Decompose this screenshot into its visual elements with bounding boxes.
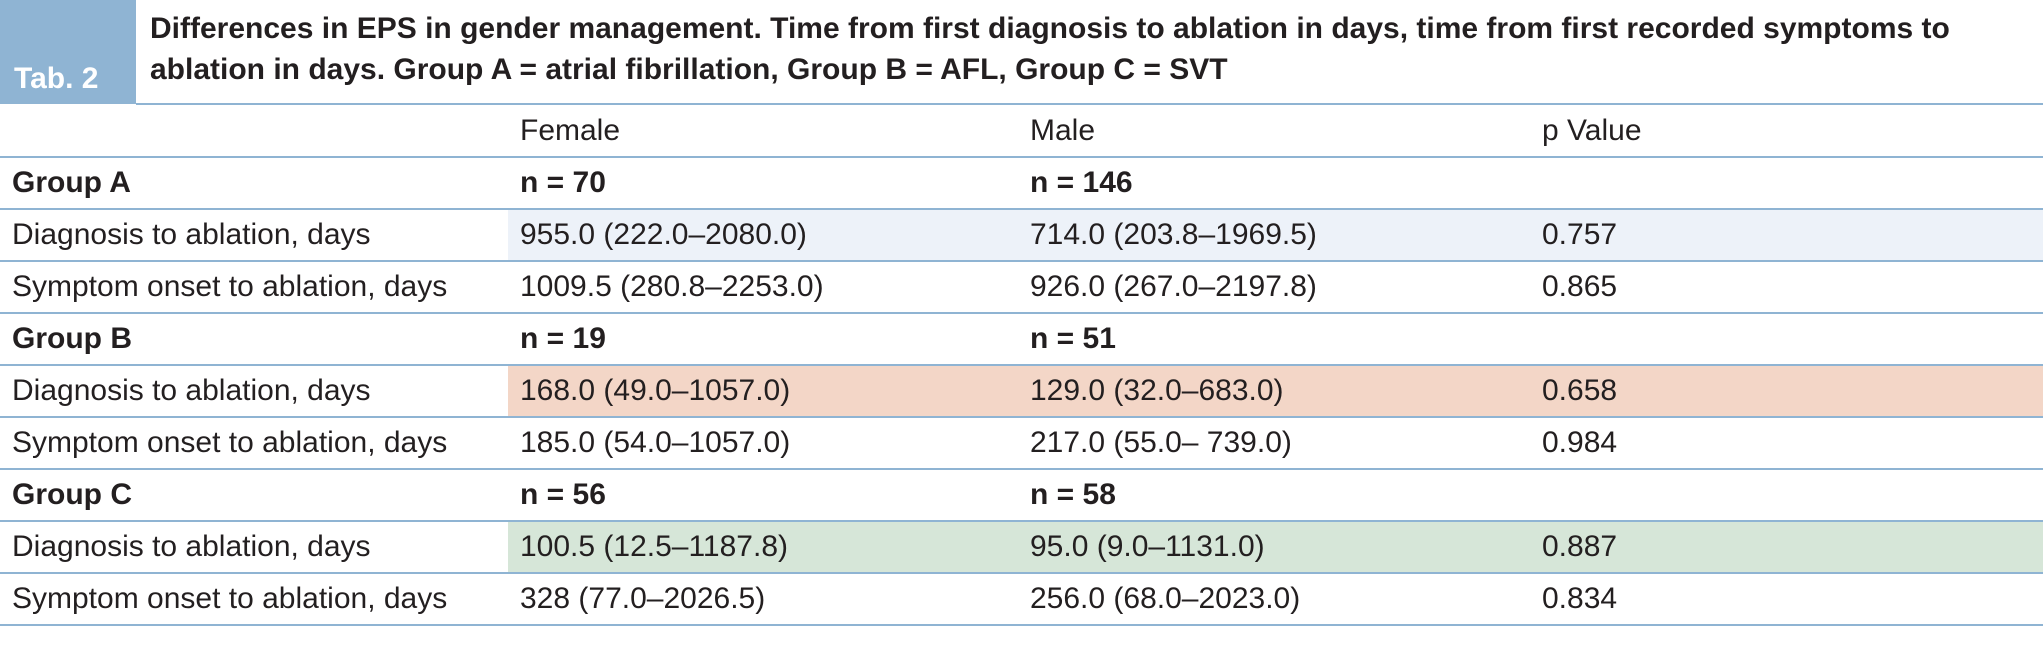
male-value: 714.0 (203.8–1969.5): [1018, 209, 1530, 262]
group-male-n: n = 51: [1018, 313, 1530, 366]
group-name: Group B: [0, 313, 508, 366]
female-value: 100.5 (12.5–1187.8): [508, 521, 1018, 574]
header-label-cell: [0, 105, 508, 158]
group-row-a: Group A n = 70 n = 146: [0, 157, 2043, 210]
female-value: 168.0 (49.0–1057.0): [508, 365, 1018, 418]
table-title: Differences in EPS in gender management.…: [150, 12, 1950, 86]
group-female-n: n = 56: [508, 469, 1018, 522]
p-value: 0.834: [1530, 573, 2043, 626]
table-caption: Tab. 2 Differences in EPS in gender mana…: [0, 0, 2043, 105]
male-value: 129.0 (32.0–683.0): [1018, 365, 1530, 418]
group-male-n: n = 58: [1018, 469, 1530, 522]
female-value: 185.0 (54.0–1057.0): [508, 417, 1018, 470]
male-value: 95.0 (9.0–1131.0): [1018, 521, 1530, 574]
data-table: Female Male p Value Group A n = 70 n = 1…: [0, 105, 2043, 626]
male-value: 217.0 (55.0– 739.0): [1018, 417, 1530, 470]
p-value: 0.984: [1530, 417, 2043, 470]
table-row: Diagnosis to ablation, days 955.0 (222.0…: [0, 209, 2043, 262]
row-label: Symptom onset to ablation, days: [0, 417, 508, 470]
header-row: Female Male p Value: [0, 105, 2043, 158]
group-p-empty: [1530, 469, 2043, 522]
row-label: Symptom onset to ablation, days: [0, 573, 508, 626]
row-label: Symptom onset to ablation, days: [0, 261, 508, 314]
table-row: Symptom onset to ablation, days 185.0 (5…: [0, 417, 2043, 470]
table-number-badge: Tab. 2: [0, 0, 136, 104]
male-value: 256.0 (68.0–2023.0): [1018, 573, 1530, 626]
row-label: Diagnosis to ablation, days: [0, 209, 508, 262]
p-value: 0.658: [1530, 365, 2043, 418]
group-name: Group A: [0, 157, 508, 210]
group-female-n: n = 70: [508, 157, 1018, 210]
row-label: Diagnosis to ablation, days: [0, 521, 508, 574]
group-female-n: n = 19: [508, 313, 1018, 366]
caption-divider: [136, 103, 2043, 105]
male-value: 926.0 (267.0–2197.8): [1018, 261, 1530, 314]
header-p-value: p Value: [1530, 105, 2043, 158]
group-male-n: n = 146: [1018, 157, 1530, 210]
group-row-c: Group C n = 56 n = 58: [0, 469, 2043, 522]
header-male: Male: [1018, 105, 1530, 158]
row-label: Diagnosis to ablation, days: [0, 365, 508, 418]
female-value: 955.0 (222.0–2080.0): [508, 209, 1018, 262]
p-value: 0.865: [1530, 261, 2043, 314]
group-name: Group C: [0, 469, 508, 522]
female-value: 1009.5 (280.8–2253.0): [508, 261, 1018, 314]
table-row: Symptom onset to ablation, days 1009.5 (…: [0, 261, 2043, 314]
group-row-b: Group B n = 19 n = 51: [0, 313, 2043, 366]
table-row: Diagnosis to ablation, days 168.0 (49.0–…: [0, 365, 2043, 418]
p-value: 0.887: [1530, 521, 2043, 574]
table-row: Diagnosis to ablation, days 100.5 (12.5–…: [0, 521, 2043, 574]
female-value: 328 (77.0–2026.5): [508, 573, 1018, 626]
header-female: Female: [508, 105, 1018, 158]
p-value: 0.757: [1530, 209, 2043, 262]
group-p-empty: [1530, 313, 2043, 366]
table-row: Symptom onset to ablation, days 328 (77.…: [0, 573, 2043, 626]
group-p-empty: [1530, 157, 2043, 210]
